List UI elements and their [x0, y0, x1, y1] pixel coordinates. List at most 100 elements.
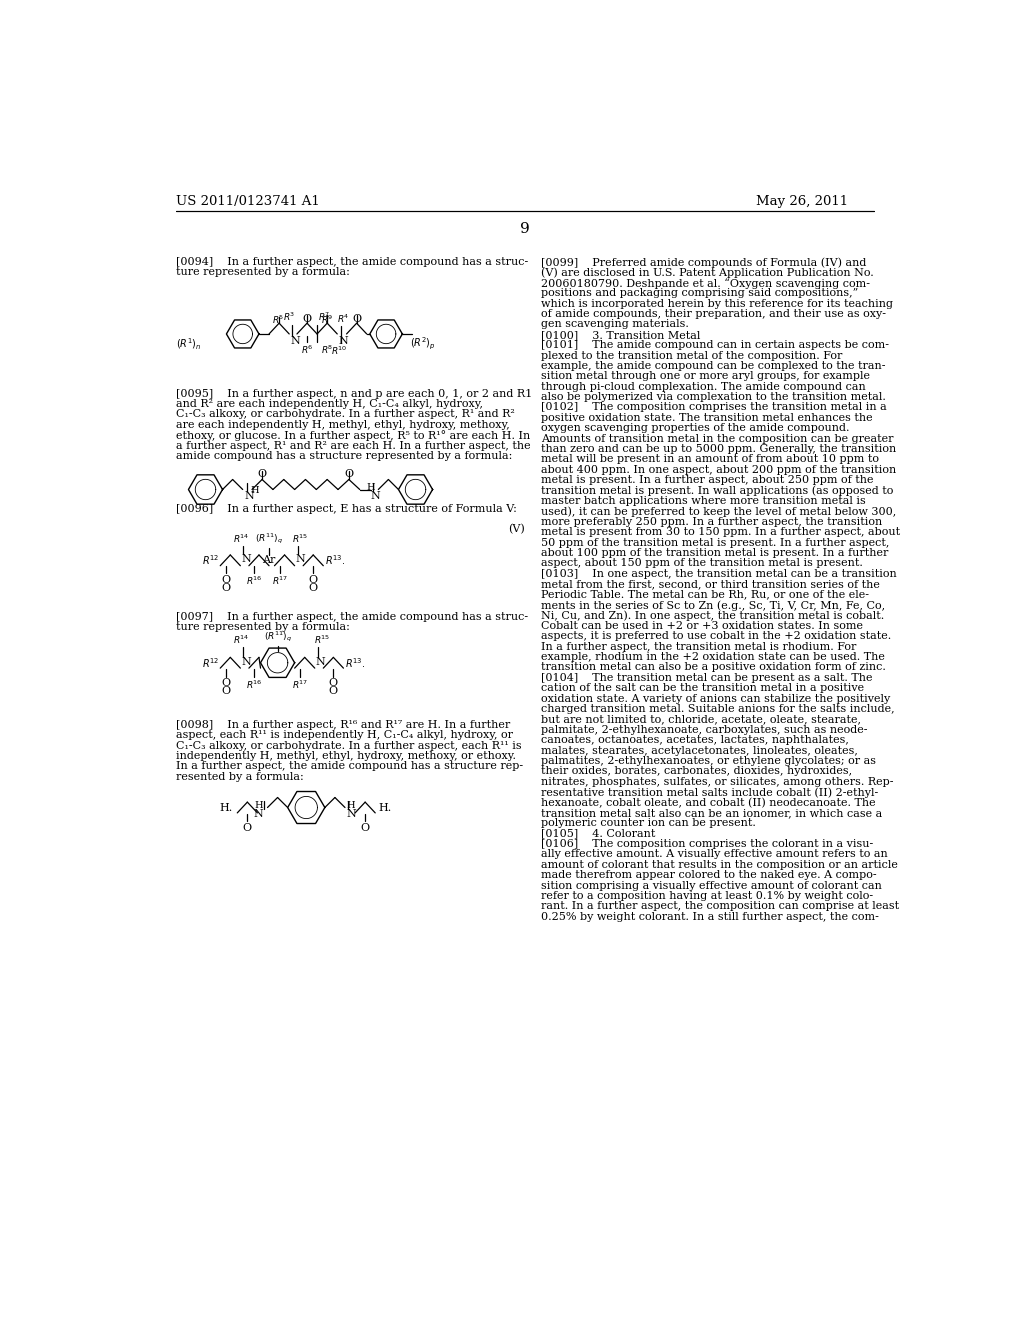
Text: H: H: [254, 800, 263, 809]
Text: [0095]    In a further aspect, n and p are each 0, 1, or 2 and R1: [0095] In a further aspect, n and p are …: [176, 388, 532, 399]
Text: In a further aspect, the transition metal is rhodium. For: In a further aspect, the transition meta…: [541, 642, 856, 652]
Text: [0099]    Preferred amide compounds of Formula (IV) and: [0099] Preferred amide compounds of Form…: [541, 257, 866, 268]
Text: ture represented by a formula:: ture represented by a formula:: [176, 622, 350, 632]
Text: $R^5$: $R^5$: [272, 314, 285, 326]
Text: a further aspect, R¹ and R² are each H. In a further aspect, the: a further aspect, R¹ and R² are each H. …: [176, 441, 530, 450]
Text: $(R^{11})_q$: $(R^{11})_q$: [255, 532, 283, 546]
Text: $R^4$: $R^4$: [337, 313, 350, 325]
Text: cation of the salt can be the transition metal in a positive: cation of the salt can be the transition…: [541, 684, 864, 693]
Text: ments in the series of Sc to Zn (e.g., Sc, Ti, V, Cr, Mn, Fe, Co,: ments in the series of Sc to Zn (e.g., S…: [541, 601, 885, 611]
Text: $R^{15}$: $R^{15}$: [313, 634, 330, 645]
Text: Ni, Cu, and Zn). In one aspect, the transition metal is cobalt.: Ni, Cu, and Zn). In one aspect, the tran…: [541, 610, 885, 620]
Text: O: O: [352, 314, 361, 323]
Text: amount of colorant that results in the composition or an article: amount of colorant that results in the c…: [541, 859, 898, 870]
Text: aspects, it is preferred to use cobalt in the +2 oxidation state.: aspects, it is preferred to use cobalt i…: [541, 631, 891, 642]
Text: [0103]    In one aspect, the transition metal can be a transition: [0103] In one aspect, the transition met…: [541, 569, 897, 578]
Text: ture represented by a formula:: ture represented by a formula:: [176, 268, 350, 277]
Text: plexed to the transition metal of the composition. For: plexed to the transition metal of the co…: [541, 351, 843, 360]
Text: Amounts of transition metal in the composition can be greater: Amounts of transition metal in the compo…: [541, 434, 894, 444]
Text: than zero and can be up to 5000 ppm. Generally, the transition: than zero and can be up to 5000 ppm. Gen…: [541, 444, 896, 454]
Text: 0.25% by weight colorant. In a still further aspect, the com-: 0.25% by weight colorant. In a still fur…: [541, 912, 879, 921]
Text: gen scavenging materials.: gen scavenging materials.: [541, 319, 689, 329]
Text: canoates, octanoates, acetates, lactates, naphthalates,: canoates, octanoates, acetates, lactates…: [541, 735, 849, 744]
Text: transition metal salt also can be an ionomer, in which case a: transition metal salt also can be an ion…: [541, 808, 883, 818]
Text: which is incorporated herein by this reference for its teaching: which is incorporated herein by this ref…: [541, 298, 893, 309]
Text: $R^{10}$: $R^{10}$: [332, 345, 348, 358]
Text: [0105]    4. Colorant: [0105] 4. Colorant: [541, 829, 655, 838]
Text: 50 ppm of the transition metal is present. In a further aspect,: 50 ppm of the transition metal is presen…: [541, 537, 890, 548]
Text: Periodic Table. The metal can be Rh, Ru, or one of the ele-: Periodic Table. The metal can be Rh, Ru,…: [541, 590, 869, 599]
Text: oxygen scavenging properties of the amide compound.: oxygen scavenging properties of the amid…: [541, 424, 850, 433]
Text: about 100 ppm of the transition metal is present. In a further: about 100 ppm of the transition metal is…: [541, 548, 889, 558]
Text: O: O: [308, 576, 317, 585]
Text: their oxides, borates, carbonates, dioxides, hydroxides,: their oxides, borates, carbonates, dioxi…: [541, 767, 852, 776]
Text: O: O: [308, 583, 317, 594]
Text: 9: 9: [520, 222, 529, 236]
Text: resented by a formula:: resented by a formula:: [176, 772, 304, 781]
Text: $R^{16}$: $R^{16}$: [246, 678, 263, 690]
Text: sition comprising a visually effective amount of colorant can: sition comprising a visually effective a…: [541, 880, 882, 891]
Text: In a further aspect, the amide compound has a structure rep-: In a further aspect, the amide compound …: [176, 762, 523, 771]
Text: N: N: [290, 335, 300, 346]
Text: $R^6$: $R^6$: [301, 343, 313, 355]
Text: $R^7$: $R^7$: [317, 310, 331, 323]
Text: $R^{16}$: $R^{16}$: [246, 576, 263, 587]
Text: independently H, methyl, ethyl, hydroxy, methoxy, or ethoxy.: independently H, methyl, ethyl, hydroxy,…: [176, 751, 516, 760]
Text: example, the amide compound can be complexed to the tran-: example, the amide compound can be compl…: [541, 360, 886, 371]
Text: $R^3$: $R^3$: [283, 310, 295, 323]
Text: ally effective amount. A visually effective amount refers to an: ally effective amount. A visually effect…: [541, 850, 888, 859]
Text: $R^{17}$: $R^{17}$: [292, 678, 308, 690]
Text: ethoxy, or glucose. In a further aspect, R⁵ to R¹° are each H. In: ethoxy, or glucose. In a further aspect,…: [176, 430, 530, 441]
Text: resentative transition metal salts include cobalt (II) 2-ethyl-: resentative transition metal salts inclu…: [541, 787, 879, 797]
Text: [0097]    In a further aspect, the amide compound has a struc-: [0097] In a further aspect, the amide co…: [176, 612, 528, 622]
Text: $R^{14}$: $R^{14}$: [232, 532, 250, 545]
Text: O: O: [329, 686, 338, 696]
Text: aspect, about 150 ppm of the transition metal is present.: aspect, about 150 ppm of the transition …: [541, 558, 863, 569]
Text: O: O: [243, 822, 252, 833]
Text: made therefrom appear colored to the naked eye. A compo-: made therefrom appear colored to the nak…: [541, 870, 877, 880]
Text: $R^{14}$: $R^{14}$: [232, 634, 250, 645]
Text: H.: H.: [219, 803, 232, 813]
Text: also be polymerized via complexation to the transition metal.: also be polymerized via complexation to …: [541, 392, 886, 403]
Text: $R^{12}$: $R^{12}$: [202, 656, 219, 669]
Text: C₁-C₃ alkoxy, or carbohydrate. In a further aspect, each R¹¹ is: C₁-C₃ alkoxy, or carbohydrate. In a furt…: [176, 741, 521, 751]
Text: N: N: [254, 809, 263, 818]
Text: (V) are disclosed in U.S. Patent Application Publication No.: (V) are disclosed in U.S. Patent Applica…: [541, 268, 873, 279]
Text: metal is present. In a further aspect, about 250 ppm of the: metal is present. In a further aspect, a…: [541, 475, 873, 486]
Text: N: N: [241, 656, 251, 667]
Text: N: N: [315, 656, 326, 667]
Text: N: N: [346, 809, 356, 818]
Text: Ar: Ar: [262, 556, 275, 565]
Text: US 2011/0123741 A1: US 2011/0123741 A1: [176, 194, 319, 207]
Text: O: O: [329, 678, 338, 688]
Text: O: O: [221, 576, 230, 585]
Text: N: N: [245, 491, 254, 502]
Text: $R^{13}.$: $R^{13}.$: [325, 553, 345, 568]
Text: [0102]    The composition comprises the transition metal in a: [0102] The composition comprises the tra…: [541, 403, 887, 412]
Text: positions and packaging comprising said compositions,”: positions and packaging comprising said …: [541, 288, 858, 298]
Text: N: N: [338, 335, 348, 346]
Text: [0104]    The transition metal can be present as a salt. The: [0104] The transition metal can be prese…: [541, 673, 872, 682]
Text: O: O: [221, 678, 230, 688]
Text: transition metal can also be a positive oxidation form of zinc.: transition metal can also be a positive …: [541, 663, 886, 672]
Text: $R^{17}$: $R^{17}$: [271, 576, 288, 587]
Text: used), it can be preferred to keep the level of metal below 300,: used), it can be preferred to keep the l…: [541, 507, 896, 517]
Text: aspect, each R¹¹ is independently H, C₁-C₄ alkyl, hydroxy, or: aspect, each R¹¹ is independently H, C₁-…: [176, 730, 513, 741]
Text: about 400 ppm. In one aspect, about 200 ppm of the transition: about 400 ppm. In one aspect, about 200 …: [541, 465, 896, 475]
Text: charged transition metal. Suitable anions for the salts include,: charged transition metal. Suitable anion…: [541, 704, 895, 714]
Text: N: N: [295, 554, 305, 564]
Text: H: H: [251, 486, 259, 495]
Text: transition metal is present. In wall applications (as opposed to: transition metal is present. In wall app…: [541, 486, 894, 496]
Text: rant. In a further aspect, the composition can comprise at least: rant. In a further aspect, the compositi…: [541, 902, 899, 911]
Text: [0106]    The composition comprises the colorant in a visu-: [0106] The composition comprises the col…: [541, 840, 873, 849]
Text: polymeric counter ion can be present.: polymeric counter ion can be present.: [541, 818, 756, 828]
Text: N: N: [241, 554, 251, 564]
Text: amide compound has a structure represented by a formula:: amide compound has a structure represent…: [176, 451, 512, 461]
Text: of amide compounds, their preparation, and their use as oxy-: of amide compounds, their preparation, a…: [541, 309, 886, 319]
Text: O: O: [344, 470, 353, 479]
Text: $R^{13}.$: $R^{13}.$: [345, 656, 366, 669]
Text: $R^9$: $R^9$: [321, 314, 334, 326]
Text: O: O: [257, 470, 266, 479]
Text: (V): (V): [509, 524, 525, 535]
Text: hexanoate, cobalt oleate, and cobalt (II) neodecanoate. The: hexanoate, cobalt oleate, and cobalt (II…: [541, 797, 876, 808]
